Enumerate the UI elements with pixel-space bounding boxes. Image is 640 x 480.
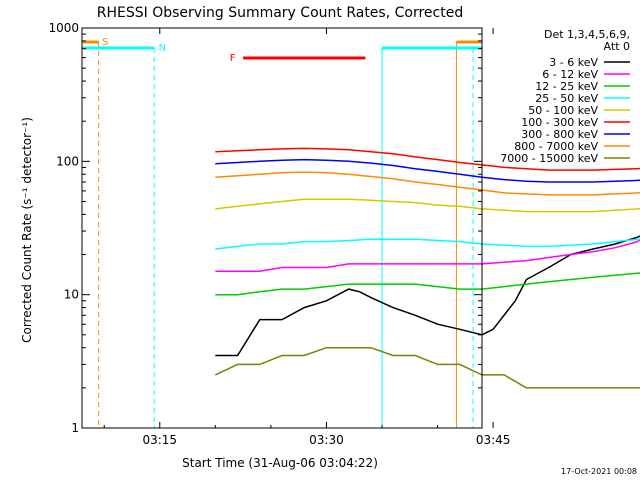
plot-frame — [81, 27, 483, 429]
y-tick-label: 100 — [56, 154, 79, 168]
series-line-2 — [215, 272, 640, 296]
series-line-0 — [215, 235, 640, 357]
series-line-3 — [215, 238, 640, 250]
legend-label: 300 - 800 keV — [521, 128, 598, 141]
annotation-layer: S N F — [82, 37, 482, 428]
legend-label: 12 - 25 keV — [535, 80, 598, 93]
y-tick-label: 10 — [64, 288, 79, 302]
series-line-4 — [215, 198, 640, 213]
legend-label: 800 - 7000 keV — [514, 140, 598, 153]
saa-label: S — [102, 37, 108, 48]
legend-label: 25 - 50 keV — [535, 92, 598, 105]
x-tick-label: 03:45 — [476, 433, 511, 447]
series-line-8 — [214, 346, 640, 389]
plot-area — [82, 28, 482, 428]
series-line-1 — [215, 238, 640, 272]
x-tick-label: 03:30 — [309, 433, 344, 447]
y-tick-label: 1000 — [48, 21, 79, 35]
legend-label: 100 - 300 keV — [521, 116, 598, 129]
legend-label: 6 - 12 keV — [542, 68, 598, 81]
series-line-7 — [215, 171, 640, 196]
series-line-5 — [215, 147, 640, 171]
x-axis-label: Start Time (31-Aug-06 03:04:22) — [182, 456, 378, 470]
plot-background — [82, 28, 482, 428]
legend-label: 7000 - 15000 keV — [500, 152, 598, 165]
y-axis-label: Corrected Count Rate (s⁻¹ detector⁻¹) — [20, 117, 34, 343]
night-label: N — [159, 43, 166, 54]
legend-header-line-2: Att 0 — [604, 40, 630, 53]
y-tick-label: 1 — [71, 421, 79, 435]
series-line-6 — [215, 158, 640, 183]
timestamp: 17-Oct-2021 00:08 — [561, 467, 637, 476]
legend-label: 3 - 6 keV — [549, 56, 598, 69]
legend-header-line-1: Det 1,3,4,5,6,9, — [544, 28, 630, 41]
chart-title: RHESSI Observing Summary Count Rates, Co… — [97, 5, 463, 21]
x-tick-label: 03:15 — [142, 433, 177, 447]
legend-label: 50 - 100 keV — [528, 104, 598, 117]
series-layer — [214, 147, 640, 389]
flare-label: F — [230, 53, 236, 64]
